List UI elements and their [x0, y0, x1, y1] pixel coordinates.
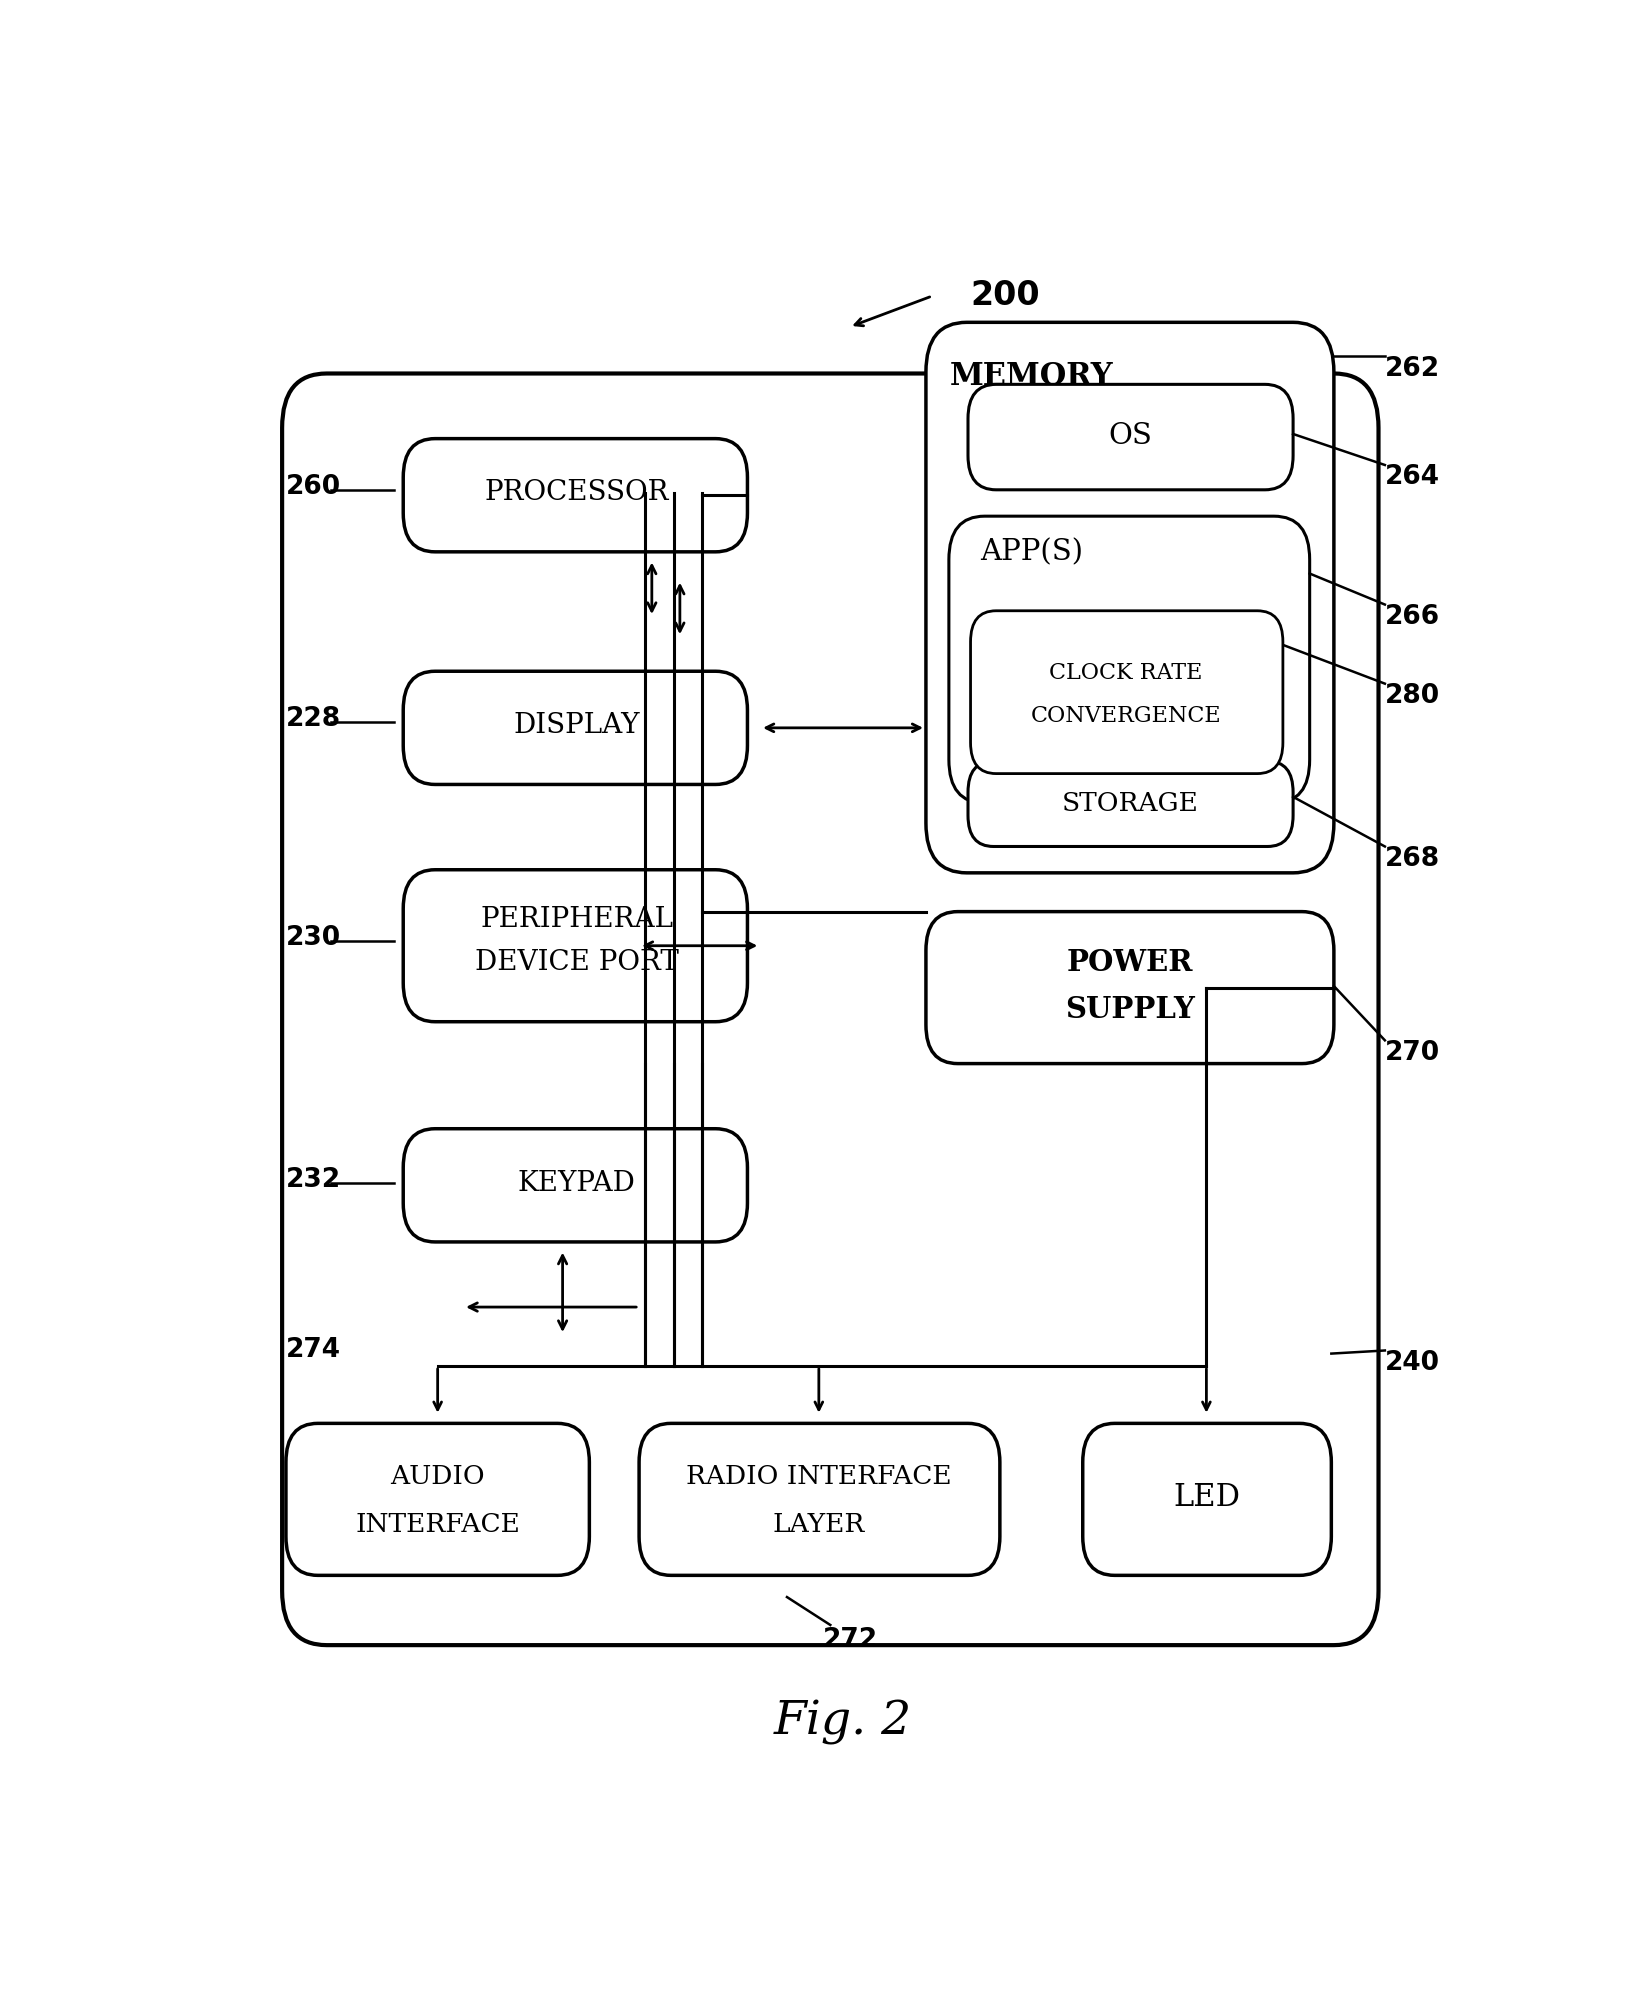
- FancyBboxPatch shape: [403, 1128, 747, 1243]
- Text: RADIO INTERFACE: RADIO INTERFACE: [686, 1464, 952, 1488]
- Text: SUPPLY: SUPPLY: [1064, 995, 1194, 1023]
- Text: MEMORY: MEMORY: [949, 361, 1114, 393]
- FancyBboxPatch shape: [949, 516, 1309, 804]
- Text: APP(S): APP(S): [980, 538, 1084, 566]
- FancyBboxPatch shape: [286, 1424, 589, 1575]
- Text: Fig. 2: Fig. 2: [773, 1700, 913, 1746]
- Text: DEVICE PORT: DEVICE PORT: [475, 949, 678, 977]
- Text: 240: 240: [1385, 1349, 1439, 1376]
- Text: 230: 230: [286, 924, 341, 951]
- Text: INTERFACE: INTERFACE: [355, 1513, 520, 1537]
- Text: AUDIO: AUDIO: [390, 1464, 485, 1488]
- Text: 200: 200: [971, 280, 1040, 312]
- Text: 270: 270: [1385, 1039, 1439, 1065]
- Text: 266: 266: [1385, 604, 1439, 630]
- FancyBboxPatch shape: [967, 385, 1293, 489]
- Text: 262: 262: [1385, 356, 1439, 383]
- Text: 268: 268: [1385, 846, 1439, 872]
- Text: STORAGE: STORAGE: [1061, 792, 1198, 816]
- Text: PROCESSOR: PROCESSOR: [484, 479, 670, 506]
- FancyBboxPatch shape: [926, 912, 1334, 1063]
- Text: 228: 228: [286, 707, 341, 733]
- Text: LAYER: LAYER: [773, 1513, 865, 1537]
- Text: 280: 280: [1385, 683, 1439, 709]
- Text: 260: 260: [286, 473, 341, 499]
- Text: LED: LED: [1173, 1482, 1240, 1513]
- Text: 272: 272: [822, 1627, 878, 1653]
- Text: POWER: POWER: [1066, 949, 1193, 977]
- Text: 264: 264: [1385, 465, 1439, 489]
- Text: CONVERGENCE: CONVERGENCE: [1031, 705, 1221, 727]
- FancyBboxPatch shape: [926, 322, 1334, 872]
- FancyBboxPatch shape: [403, 671, 747, 783]
- Text: CLOCK RATE: CLOCK RATE: [1050, 663, 1202, 685]
- FancyBboxPatch shape: [971, 610, 1283, 773]
- Text: KEYPAD: KEYPAD: [518, 1170, 635, 1196]
- FancyBboxPatch shape: [283, 373, 1379, 1645]
- FancyBboxPatch shape: [403, 439, 747, 552]
- FancyBboxPatch shape: [1082, 1424, 1331, 1575]
- FancyBboxPatch shape: [403, 870, 747, 1021]
- Text: 274: 274: [286, 1337, 341, 1363]
- FancyBboxPatch shape: [967, 761, 1293, 846]
- FancyBboxPatch shape: [638, 1424, 1000, 1575]
- Text: OS: OS: [1109, 421, 1151, 449]
- Text: DISPLAY: DISPLAY: [513, 713, 640, 739]
- Text: 232: 232: [286, 1166, 341, 1192]
- Text: PERIPHERAL: PERIPHERAL: [480, 906, 673, 932]
